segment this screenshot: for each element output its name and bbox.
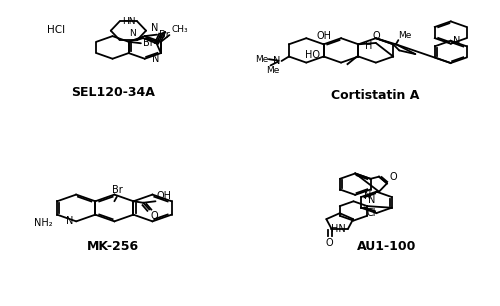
Polygon shape bbox=[346, 56, 358, 65]
Text: Br: Br bbox=[160, 30, 170, 40]
Text: N: N bbox=[150, 23, 158, 33]
Text: N: N bbox=[364, 191, 371, 201]
Text: N: N bbox=[453, 36, 460, 46]
Text: OH: OH bbox=[316, 31, 331, 41]
Text: HO: HO bbox=[305, 50, 320, 60]
Text: O: O bbox=[326, 238, 334, 248]
Text: O: O bbox=[390, 172, 398, 182]
Text: OH: OH bbox=[156, 191, 172, 201]
Text: O: O bbox=[150, 211, 158, 221]
Text: HN: HN bbox=[122, 17, 136, 26]
Text: Me: Me bbox=[266, 66, 280, 75]
Text: Br: Br bbox=[112, 185, 122, 195]
Text: Br: Br bbox=[144, 38, 154, 48]
Text: HN: HN bbox=[331, 224, 345, 234]
Text: HCl: HCl bbox=[47, 24, 65, 35]
Text: Cortistatin A: Cortistatin A bbox=[330, 88, 419, 102]
Text: N: N bbox=[152, 54, 160, 64]
Text: MK-256: MK-256 bbox=[87, 240, 139, 253]
Text: O: O bbox=[372, 31, 380, 41]
Text: Cl: Cl bbox=[366, 208, 376, 218]
Text: NH₂: NH₂ bbox=[34, 218, 52, 228]
Text: CH₃: CH₃ bbox=[171, 24, 188, 34]
Text: N: N bbox=[66, 216, 74, 226]
Text: AU1-100: AU1-100 bbox=[358, 240, 417, 253]
Text: SEL120-34A: SEL120-34A bbox=[71, 86, 155, 99]
Text: N: N bbox=[273, 56, 280, 66]
Text: Me: Me bbox=[254, 55, 268, 64]
Text: N: N bbox=[368, 195, 376, 205]
Text: N: N bbox=[129, 29, 136, 39]
Text: H: H bbox=[364, 41, 372, 51]
Text: Me: Me bbox=[398, 31, 411, 40]
